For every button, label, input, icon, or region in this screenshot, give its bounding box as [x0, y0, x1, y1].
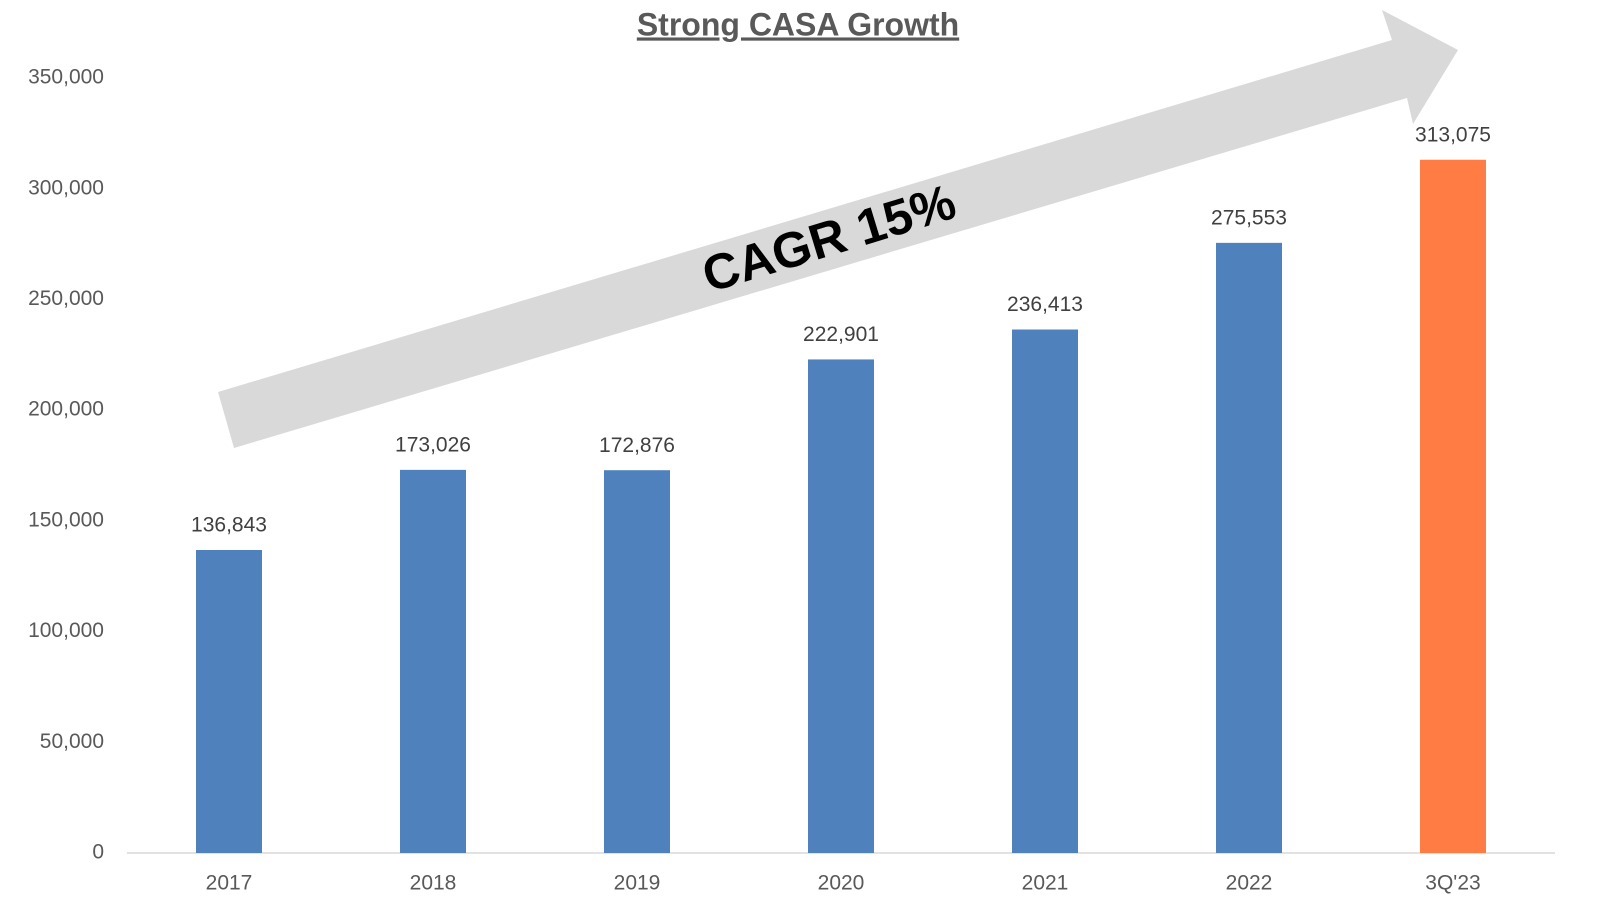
y-tick-label: 0 [92, 841, 104, 864]
data-label: 275,553 [1211, 206, 1287, 229]
data-label: 136,843 [191, 514, 267, 537]
x-tick-label: 2021 [1022, 872, 1069, 895]
data-label: 236,413 [1007, 293, 1083, 316]
bar [1420, 159, 1486, 853]
y-tick-label: 350,000 [28, 66, 104, 89]
y-tick-label: 250,000 [28, 287, 104, 310]
y-tick-label: 50,000 [40, 730, 104, 753]
data-label: 222,901 [803, 323, 879, 346]
annotation: CAGR 15% [696, 173, 962, 303]
x-tick-label: 2022 [1226, 872, 1273, 895]
y-tick-label: 100,000 [28, 619, 104, 642]
data-label: 313,075 [1415, 123, 1491, 146]
bar [808, 359, 874, 853]
growth-arrow [218, 10, 1458, 448]
x-tick-label: 2017 [206, 872, 253, 895]
x-tick-label: 2020 [818, 872, 865, 895]
x-tick-label: 3Q'23 [1425, 872, 1480, 895]
bar [1216, 242, 1282, 853]
bar [1012, 329, 1078, 854]
x-tick-label: 2018 [410, 872, 457, 895]
y-tick-label: 300,000 [28, 176, 104, 199]
y-tick-label: 150,000 [28, 508, 104, 531]
bar [604, 470, 670, 853]
chart-title: Strong CASA Growth [637, 6, 959, 42]
x-tick-label: 2019 [614, 872, 661, 895]
data-label: 172,876 [599, 434, 675, 457]
y-tick-label: 200,000 [28, 398, 104, 421]
bar [196, 549, 262, 853]
bar [400, 469, 466, 853]
data-label: 173,026 [395, 433, 471, 456]
